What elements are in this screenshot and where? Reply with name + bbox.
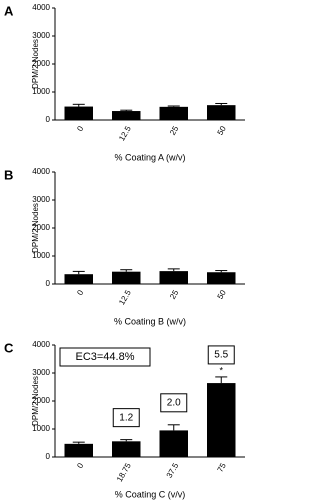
x-tick-label: 50 (216, 124, 229, 137)
bar (207, 383, 236, 457)
x-tick-label: 0 (75, 288, 85, 297)
bar (207, 272, 236, 284)
bar (64, 443, 93, 457)
x-axis-label: % Coating C (v/v) (115, 489, 186, 499)
x-axis-label: % Coating A (w/v) (114, 152, 185, 162)
panel-label: C (4, 340, 14, 355)
x-tick-label: 18.75 (115, 461, 133, 483)
y-tick-label: 4000 (32, 3, 50, 12)
y-tick-label: 0 (46, 452, 51, 461)
y-tick-label: 4000 (32, 340, 50, 349)
y-tick-label: 3000 (32, 31, 50, 40)
annotation-box (112, 408, 140, 428)
y-axis-label: DPM/2 Nodes (31, 39, 40, 89)
panel-label: A (4, 3, 14, 18)
y-tick-label: 0 (46, 279, 51, 288)
x-tick-label: 50 (216, 288, 229, 301)
stimulation-index: 2.0 (167, 397, 181, 408)
x-tick-label: 12.5 (117, 124, 133, 142)
significance-mark: * (219, 365, 223, 375)
bar (159, 271, 188, 284)
x-tick-label: 12.5 (117, 288, 133, 306)
y-tick-label: 0 (46, 115, 51, 124)
bar (112, 271, 141, 284)
stimulation-index: 5.5 (214, 350, 228, 361)
panel-label: B (4, 167, 13, 182)
x-tick-label: 37.5 (165, 461, 181, 479)
y-tick-label: 2000 (32, 59, 50, 68)
y-tick-label: 4000 (32, 167, 50, 176)
ec3-label: EC3=44.8% (75, 351, 134, 363)
y-axis-label: DPM/2 Nodes (31, 376, 40, 426)
x-tick-label: 0 (75, 124, 85, 133)
bar (159, 430, 188, 457)
figure: A 0 1000 2000 3000 4000 DPM/2 Nodes % Coating A… (4, 3, 245, 499)
bar (64, 106, 93, 120)
bar (159, 106, 188, 120)
y-tick-label: 2000 (32, 396, 50, 405)
x-tick-label: 0 (75, 461, 85, 470)
y-axis-label: DPM/2 Nodes (31, 203, 40, 253)
y-tick-label: 3000 (32, 195, 50, 204)
annotation-box (207, 345, 235, 365)
stimulation-index: 1.2 (119, 412, 133, 423)
bar (207, 105, 236, 120)
annotation-box (59, 347, 151, 367)
annotation-box (160, 393, 188, 413)
bar (112, 441, 141, 457)
x-tick-label: 75 (216, 461, 229, 474)
bar (112, 111, 141, 120)
x-tick-label: 25 (168, 124, 181, 137)
x-axis-label: % Coating B (w/v) (114, 316, 186, 326)
y-tick-label: 2000 (32, 223, 50, 232)
bar (64, 274, 93, 284)
y-tick-label: 1000 (32, 87, 50, 96)
y-tick-label: 1000 (32, 251, 50, 260)
y-tick-label: 1000 (32, 424, 50, 433)
x-tick-label: 25 (168, 288, 181, 301)
y-tick-label: 3000 (32, 368, 50, 377)
